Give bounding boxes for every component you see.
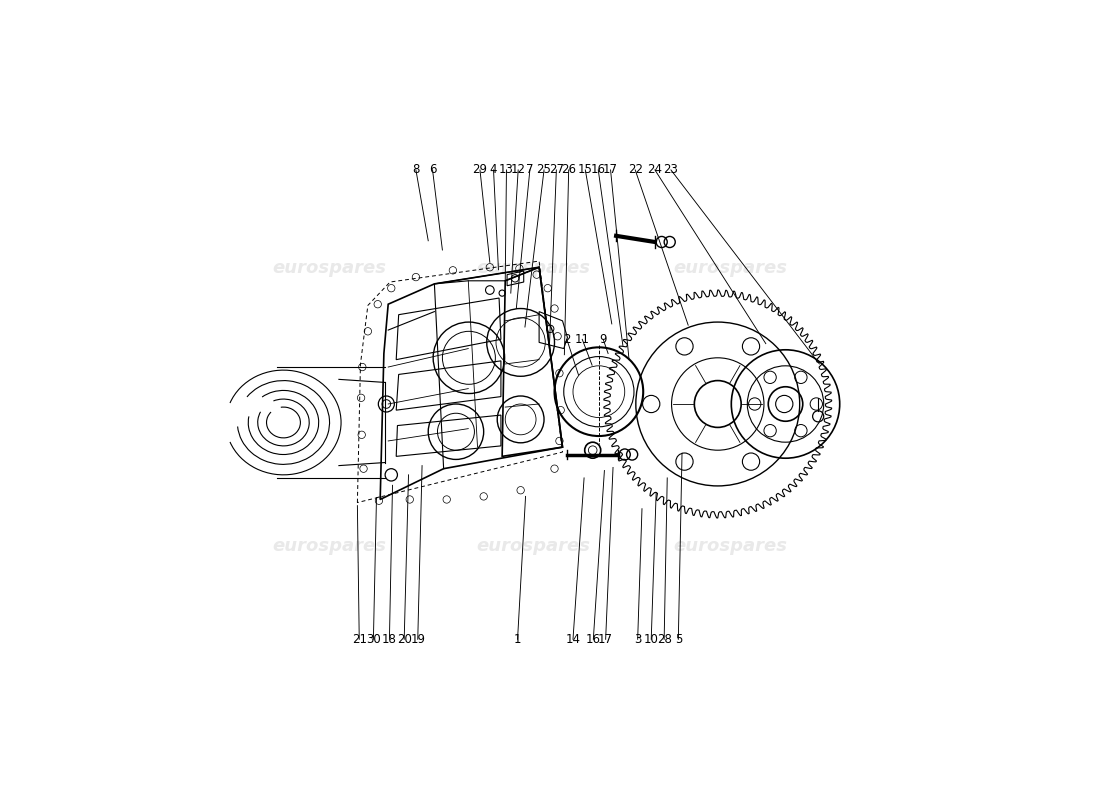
Text: 5: 5 xyxy=(674,633,682,646)
Text: 6: 6 xyxy=(429,163,437,177)
Text: 7: 7 xyxy=(526,163,534,177)
Text: 2: 2 xyxy=(563,333,571,346)
Text: 18: 18 xyxy=(382,633,397,646)
Text: 22: 22 xyxy=(628,163,642,177)
Text: 23: 23 xyxy=(663,163,679,177)
Text: 30: 30 xyxy=(366,633,381,646)
Text: 12: 12 xyxy=(510,163,526,177)
Text: 19: 19 xyxy=(410,633,426,646)
Text: 29: 29 xyxy=(473,163,487,177)
Text: 21: 21 xyxy=(352,633,366,646)
Text: 3: 3 xyxy=(634,633,641,646)
Text: 9: 9 xyxy=(600,333,607,346)
Text: eurospares: eurospares xyxy=(476,537,590,554)
Text: 1: 1 xyxy=(514,633,521,646)
Text: eurospares: eurospares xyxy=(273,259,387,278)
Text: 26: 26 xyxy=(561,163,576,177)
Text: 4: 4 xyxy=(490,163,497,177)
Text: 16: 16 xyxy=(586,633,601,646)
Text: 16: 16 xyxy=(591,163,606,177)
Text: 28: 28 xyxy=(657,633,672,646)
Text: 17: 17 xyxy=(598,633,613,646)
Text: 27: 27 xyxy=(549,163,564,177)
Text: 13: 13 xyxy=(499,163,514,177)
Text: 24: 24 xyxy=(648,163,662,177)
Text: eurospares: eurospares xyxy=(476,259,590,278)
Text: 10: 10 xyxy=(644,633,659,646)
Text: 25: 25 xyxy=(537,163,551,177)
Text: eurospares: eurospares xyxy=(673,537,788,554)
Text: 20: 20 xyxy=(397,633,411,646)
Text: 14: 14 xyxy=(565,633,581,646)
Text: eurospares: eurospares xyxy=(273,537,387,554)
Text: eurospares: eurospares xyxy=(673,259,788,278)
Text: 11: 11 xyxy=(574,333,590,346)
Text: 15: 15 xyxy=(578,163,593,177)
Text: 8: 8 xyxy=(412,163,419,177)
Text: 17: 17 xyxy=(603,163,618,177)
